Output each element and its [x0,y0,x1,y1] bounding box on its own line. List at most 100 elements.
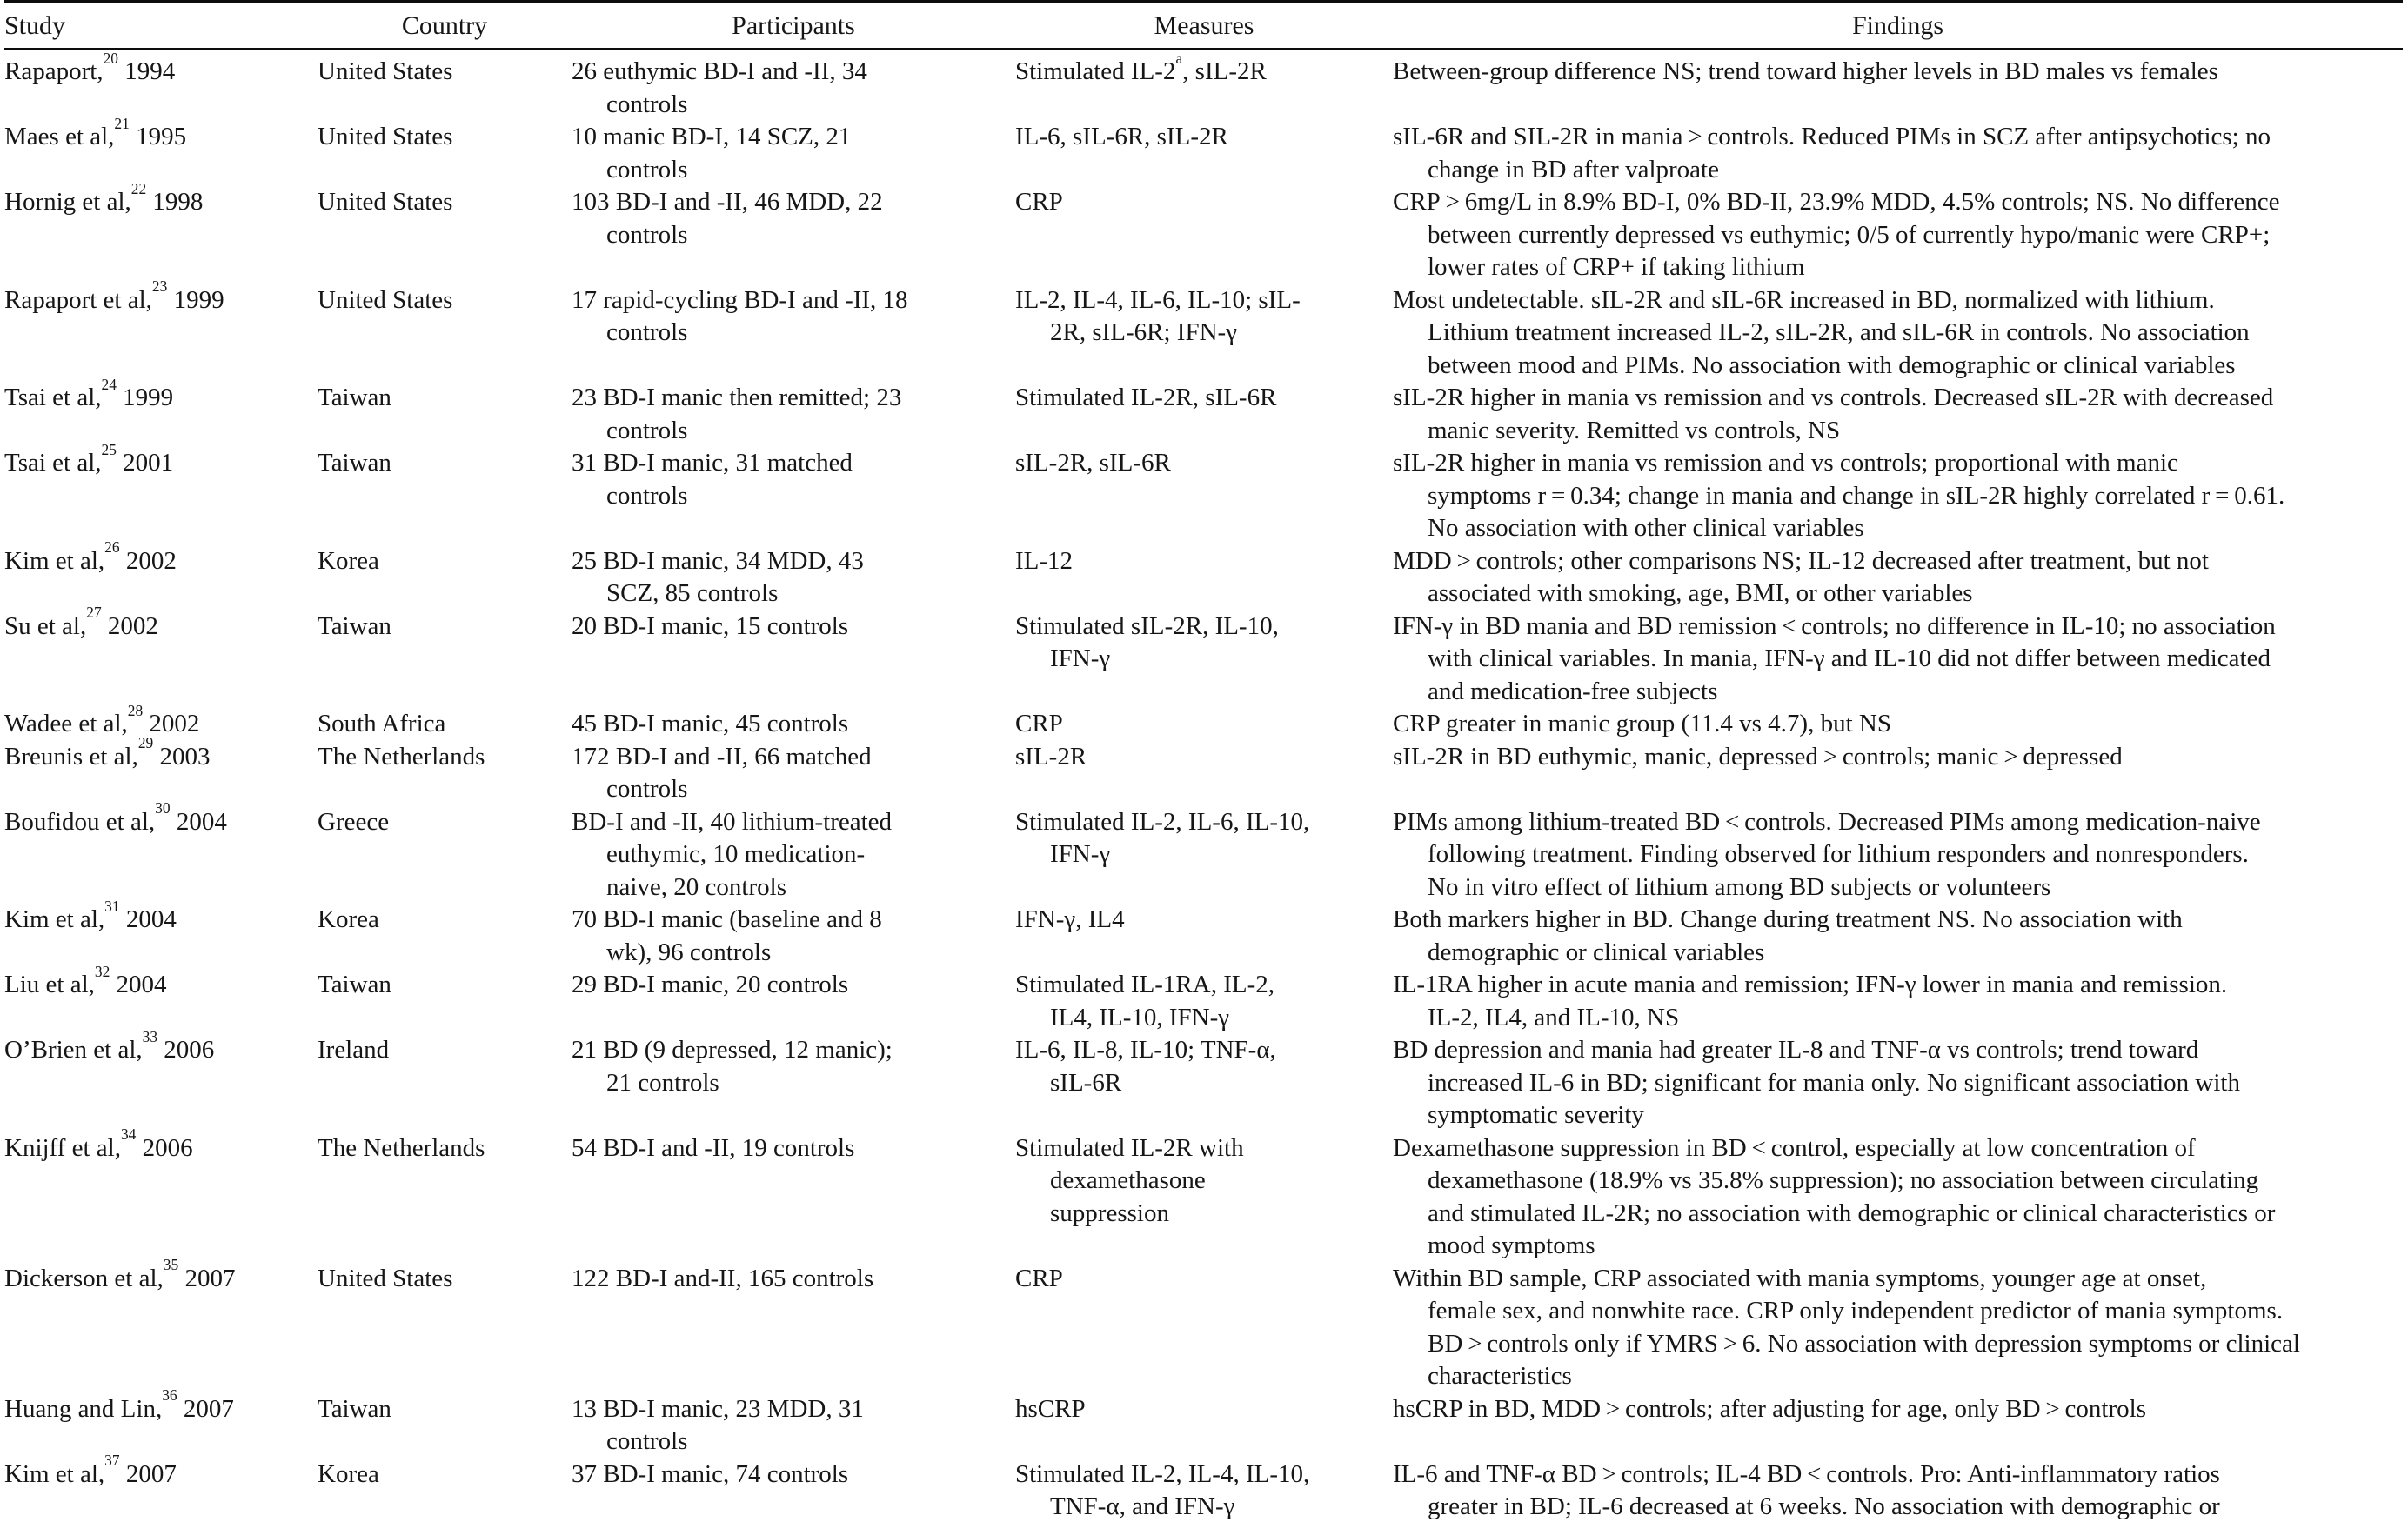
findings-cell: IL-1RA higher in acute mania and remissi… [1393,969,2403,1034]
measures-cell: IL-2, IL-4, IL-6, IL-10; sIL- 2R, sIL-6R;… [1015,284,1393,383]
reference-superscript: 32 [94,962,110,980]
measures-cell: IL-6, IL-8, IL-10; TNF-α, sIL-6R [1015,1034,1393,1132]
country-cell: Ireland [318,1034,572,1132]
participants-cell: 26 euthymic BD-I and -II, 34 controls [572,50,1015,122]
table-row: Dickerson et al,35 2007 United States 122 … [4,1256,2403,1393]
cell-text: 20 BD-I manic, 15 controls [572,611,849,640]
cell-text: CRP [1015,188,1063,216]
cell-text: Taiwan [318,1394,391,1423]
reference-superscript: 28 [127,701,144,719]
country-cell: South Africa [318,708,572,741]
findings-cell: PIMs among lithium-treated BD < controls… [1393,806,2403,905]
study-cell: Kim et al,37 2007 [4,1452,318,1522]
cell-text: IL-6, IL-8, IL-10; TNF-α, sIL-6R [1015,1036,1276,1097]
column-header-measures: Measures [1015,2,1393,50]
findings-cell: sIL-2R higher in mania vs remission and … [1393,447,2403,545]
participants-cell: 122 BD-I and-II, 165 controls [572,1263,1015,1393]
measures-cell: sIL-2R, sIL-6R [1015,447,1393,545]
findings-cell: IFN-γ in BD mania and BD remission < con… [1393,611,2403,709]
reference-superscript: 34 [120,1125,137,1144]
column-header-findings: Findings [1393,2,2403,50]
cell-text: sIL-2R higher in mania vs remission and … [1393,384,2274,444]
study-cell: Wadee et al,28 2002 [4,701,318,741]
measures-cell: IL-6, sIL-6R, sIL-2R [1015,121,1393,186]
cell-text: South Africa [318,710,446,738]
cell-text: Within BD sample, CRP associated with ma… [1393,1264,2300,1391]
table-row: Su et al,27 2002 Taiwan 20 BD-I manic, 15 … [4,604,2403,709]
findings-cell: Between-group difference NS; trend towar… [1393,50,2403,122]
cell-text: Both markers higher in BD. Change during… [1393,905,2183,966]
measures-cell: IFN-γ, IL4 [1015,904,1393,969]
cell-text: IFN-γ, IL4 [1015,905,1125,933]
country-cell: United States [318,284,572,383]
findings-cell: sIL-2R higher in mania vs remission and … [1393,382,2403,447]
cell-text: sIL-2R [1015,742,1087,771]
cell-text: Rapaport,20 1994 [4,49,176,85]
cell-text: CRP [1015,710,1063,738]
cell-text: sIL-2R, sIL-6R [1015,449,1171,477]
cell-text: Breunis et al,29 2003 [4,734,211,771]
cell-text: sIL-2R in BD euthymic, manic, depressed … [1393,742,2123,771]
reference-superscript: 29 [137,734,154,752]
reference-superscript: 26 [104,538,120,557]
column-header-study: Study [4,2,318,50]
study-cell: Kim et al,31 2004 [4,897,318,969]
country-cell: Taiwan [318,969,572,1034]
participants-cell: 103 BD-I and -II, 46 MDD, 22 controls [572,186,1015,284]
study-cell: Liu et al,32 2004 [4,962,318,1034]
reference-superscript: 20 [103,49,118,67]
study-cell: Su et al,27 2002 [4,604,318,709]
country-cell: United States [318,50,572,122]
measures-cell: CRP [1015,186,1393,284]
study-cell: Knijff et al,34 2006 [4,1125,318,1263]
reference-superscript: 24 [101,375,117,393]
findings-cell: MDD > controls; other comparisons NS; IL… [1393,545,2403,611]
measures-cell: IL-12 [1015,545,1393,611]
study-cell: Rapaport,20 1994 [4,50,318,122]
cell-text: 37 BD-I manic, 74 controls [572,1459,849,1488]
cell-text: Huang and Lin,36 2007 [4,1386,234,1423]
table-row: Kim et al,26 2002 Korea 25 BD-I manic, 34 … [4,539,2403,611]
findings-cell: hsCRP in BD, MDD > controls; after adjus… [1393,1393,2403,1459]
reference-superscript: 30 [155,799,171,818]
cell-text: 10 manic BD-I, 14 SCZ, 21 controls [572,123,852,184]
participants-cell: 70 BD-I manic (baseline and 8 wk), 96 con… [572,904,1015,969]
measures-cell: Stimulated IL-2R with dexamethasone suppre… [1015,1132,1393,1263]
cell-text: Kim et al,37 2007 [4,1452,177,1488]
measures-cell: Stimulated IL-2, IL-6, IL-10, IFN-γ [1015,806,1393,905]
country-cell: United States [318,1263,572,1393]
findings-cell: sIL-2R in BD euthymic, manic, depressed … [1393,741,2403,806]
reference-superscript: 27 [86,604,102,622]
participants-cell: 29 BD-I manic, 20 controls [572,969,1015,1034]
cell-text: Wadee et al,28 2002 [4,701,200,738]
reference-superscript: 25 [101,440,117,458]
cell-text: Liu et al,32 2004 [4,962,167,998]
country-cell: Greece [318,806,572,905]
header-row: Study Country Participants Measures Find… [4,2,2403,50]
cell-text: Stimulated IL-2a, sIL-2R [1015,49,1267,85]
reference-superscript: a [1175,49,1183,67]
table-row: Rapaport et al,23 1999 United States 17 ra… [4,278,2403,383]
cell-text: IFN-γ in BD mania and BD remission < con… [1393,611,2276,705]
cell-text: 70 BD-I manic (baseline and 8 wk), 96 con… [572,905,882,966]
study-cell: Rapaport et al,23 1999 [4,278,318,383]
cell-text: 25 BD-I manic, 34 MDD, 43 SCZ, 85 control… [572,546,864,608]
cell-text: Korea [318,905,379,933]
reference-superscript: 31 [104,897,120,915]
findings-cell: Dexamethasone suppression in BD < contro… [1393,1132,2403,1263]
cell-text: 54 BD-I and -II, 19 controls [572,1133,855,1162]
cell-text: Stimulated sIL-2R, IL-10, IFN-γ [1015,611,1279,673]
participants-cell: 23 BD-I manic then remitted; 23 controls [572,382,1015,447]
cell-text: Most undetectable. sIL-2R and sIL-6R inc… [1393,285,2250,379]
measures-cell: hsCRP [1015,1393,1393,1459]
cell-text: hsCRP in BD, MDD > controls; after adjus… [1393,1394,2146,1423]
cell-text: Kim et al,31 2004 [4,897,177,933]
cell-text: Dickerson et al,35 2007 [4,1256,236,1292]
measures-cell: Stimulated IL-2a, sIL-2R [1015,50,1393,122]
reference-superscript: 37 [104,1452,120,1470]
findings-cell: IL-6 and TNF-α BD > controls; IL-4 BD < … [1393,1459,2403,1522]
cell-text: IL-1RA higher in acute mania and remissi… [1393,971,2228,1031]
cell-text: Knijff et al,34 2006 [4,1125,193,1162]
cell-text: CRP greater in manic group (11.4 vs 4.7)… [1393,710,1891,738]
